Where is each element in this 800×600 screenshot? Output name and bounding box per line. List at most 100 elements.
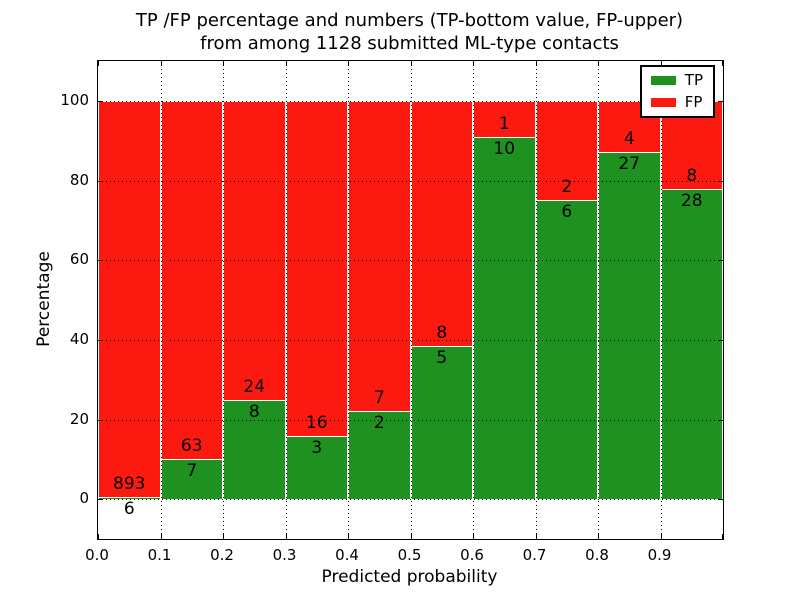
chart-title-line2: from among 1128 submitted ML-type contac… <box>200 33 619 54</box>
legend-item-tp: TP <box>650 71 703 89</box>
x-tickmark-top <box>98 61 99 66</box>
y-tick-label: 100 <box>60 90 89 109</box>
x-tick-label: 0.9 <box>647 546 672 564</box>
y-tick-label: 80 <box>69 170 89 189</box>
legend-label: TP <box>684 71 703 89</box>
fp-count-label: 1 <box>498 114 510 135</box>
vertical-gridline <box>285 61 287 539</box>
x-tick-label: 0.8 <box>585 546 609 564</box>
x-tickmark-top <box>348 61 349 66</box>
bar-fp-segment <box>160 100 223 460</box>
x-tickmark-top <box>535 61 537 66</box>
plot-area: 893 6 63 7 24 8 16 3 7 2 8 5 1 10 2 6 4 27 8 28 TP FP <box>97 60 724 540</box>
horizontal-gridline <box>98 180 723 182</box>
vertical-gridline <box>348 61 349 539</box>
x-tick-label: 0.2 <box>210 546 234 564</box>
horizontal-gridline <box>98 419 723 421</box>
tp-count-label: 10 <box>493 139 516 160</box>
x-tickmark-top <box>160 61 162 66</box>
tp-count-label: 3 <box>311 438 323 459</box>
x-tickmark-bottom <box>285 534 287 539</box>
bar-fp-segment <box>223 100 286 400</box>
tp-count-label: 8 <box>248 401 260 422</box>
x-tickmark-bottom <box>223 534 224 539</box>
x-tick-label: 0.7 <box>522 546 547 564</box>
horizontal-gridline <box>98 100 723 102</box>
y-tickmark-right <box>718 419 723 421</box>
bar-tp-segment <box>348 410 411 500</box>
bar-fp-segment <box>285 100 348 437</box>
x-tickmark-top <box>722 61 723 66</box>
x-tickmark-bottom <box>660 534 662 539</box>
fp-count-label: 2 <box>561 177 573 198</box>
x-tickmark-top <box>410 61 412 66</box>
y-tickmark-left <box>98 499 103 501</box>
x-tickmark-top <box>285 61 287 66</box>
y-tickmark-left <box>98 339 103 341</box>
y-tickmark-right <box>718 499 723 501</box>
horizontal-gridline <box>98 260 723 262</box>
tp-count-label: 6 <box>561 202 573 223</box>
x-tick-label: 0.0 <box>85 546 109 564</box>
fp-count-label: 16 <box>305 413 328 434</box>
y-tickmark-left <box>98 100 103 102</box>
x-tickmark-bottom <box>473 534 474 539</box>
legend-swatch-fp <box>650 97 676 107</box>
bar-tp-segment <box>410 345 473 500</box>
fp-count-label: 63 <box>180 436 203 457</box>
x-tickmark-bottom <box>98 534 99 539</box>
tp-count-label: 5 <box>436 347 448 368</box>
bar-fp-segment <box>598 100 661 153</box>
legend-label: FP <box>684 93 703 111</box>
fp-count-label: 7 <box>373 387 385 408</box>
bar-tp-segment <box>535 200 598 500</box>
x-tick-label: 0.4 <box>335 546 359 564</box>
tp-count-label: 2 <box>373 412 385 433</box>
x-tickmark-top <box>660 61 662 66</box>
tp-count-label: 27 <box>618 154 641 175</box>
bar-tp-segment <box>160 459 223 500</box>
x-tick-label: 0.6 <box>460 546 484 564</box>
y-tickmark-right <box>718 260 723 262</box>
y-tickmark-right <box>718 339 723 341</box>
bar-tp-segment <box>98 496 161 500</box>
vertical-gridline <box>223 61 224 539</box>
y-tickmark-left <box>98 419 103 421</box>
x-tickmark-top <box>598 61 599 66</box>
x-tickmark-bottom <box>348 534 349 539</box>
x-tick-label: 0.5 <box>397 546 422 564</box>
x-tickmark-bottom <box>722 534 723 539</box>
legend-swatch-tp <box>650 75 676 85</box>
y-tick-label: 40 <box>69 329 89 348</box>
x-axis-label: Predicted probability <box>321 567 498 587</box>
vertical-gridline <box>160 61 162 539</box>
vertical-gridline <box>473 61 474 539</box>
x-tickmark-bottom <box>598 534 599 539</box>
x-tick-label: 0.1 <box>147 546 172 564</box>
bar-tp-segment <box>473 137 536 500</box>
tp-count-label: 6 <box>123 498 135 519</box>
x-tick-label: 0.3 <box>272 546 297 564</box>
bar-tp-segment <box>598 152 661 500</box>
fp-count-label: 4 <box>623 129 635 150</box>
y-tick-label: 60 <box>69 250 89 269</box>
y-tickmark-left <box>98 180 103 182</box>
horizontal-gridline <box>98 339 723 341</box>
x-tickmark-top <box>223 61 224 66</box>
x-tickmark-bottom <box>410 534 412 539</box>
vertical-gridline <box>535 61 537 539</box>
bar-tp-segment <box>285 436 348 500</box>
legend-item-fp: FP <box>650 93 703 111</box>
fp-count-label: 893 <box>113 473 146 494</box>
tp-count-label: 28 <box>680 191 703 212</box>
horizontal-gridline <box>98 499 723 501</box>
chart-title-line1: TP /FP percentage and numbers (TP-bottom… <box>135 10 684 31</box>
bar-fp-segment <box>410 100 473 346</box>
vertical-gridline <box>410 61 412 539</box>
bar-tp-segment <box>660 189 723 500</box>
vertical-gridline <box>598 61 599 539</box>
bar-tp-segment <box>223 399 286 500</box>
y-tickmark-right <box>718 180 723 182</box>
legend: TP FP <box>639 65 715 118</box>
y-axis-label: Percentage <box>34 251 54 347</box>
